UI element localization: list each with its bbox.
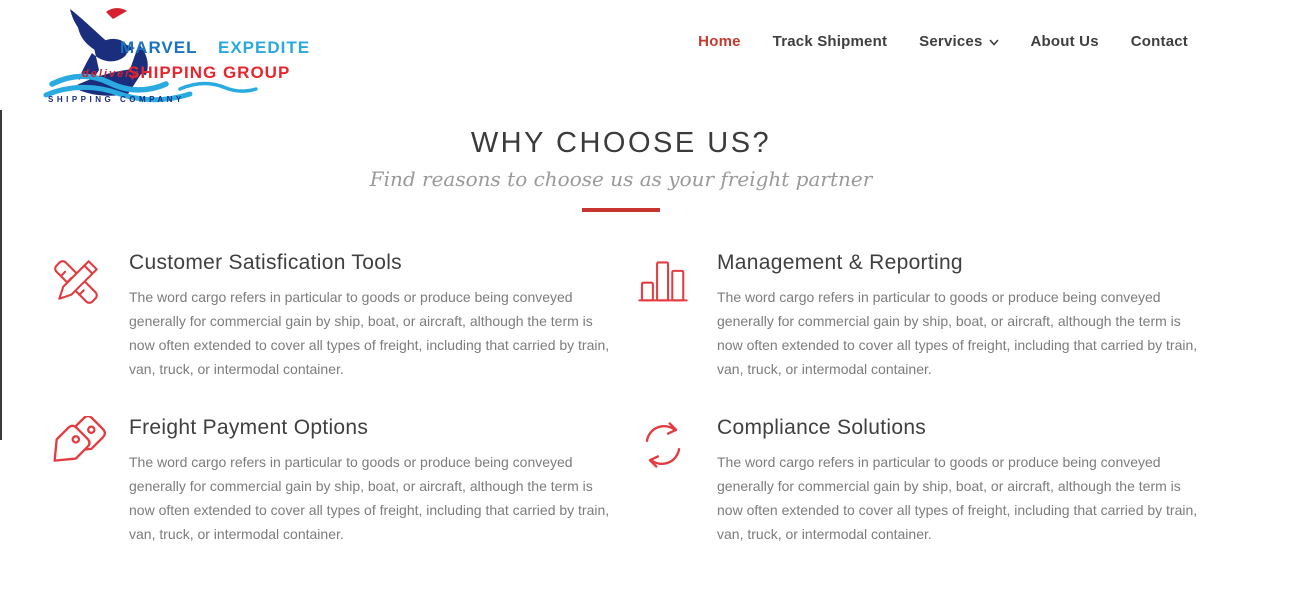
logo-text-marvel: MARVEL [120, 38, 198, 57]
feature-card-compliance: Compliance Solutions The word cargo refe… [636, 415, 1198, 546]
nav-track-shipment[interactable]: Track Shipment [772, 33, 888, 50]
feature-text: The word cargo refers in particular to g… [129, 454, 610, 542]
section-subtitle: Find reasons to choose us as your freigh… [369, 167, 873, 191]
logo-text-expedite: EXPEDITE [218, 38, 311, 57]
feature-text: The word cargo refers in particular to g… [129, 289, 610, 377]
main-nav: Home Track Shipment Services About Us Co… [698, 33, 1188, 50]
logo[interactable]: MARVEL EXPEDITE SHIPPING GROUP delivery … [40, 2, 340, 106]
section-title: WHY CHOOSE US? [470, 127, 772, 159]
logo-text-delivery: delivery [82, 68, 140, 80]
chevron-down-icon [988, 39, 999, 46]
feature-card-freight-payment: Freight Payment Options The word cargo r… [48, 415, 610, 546]
pencil-ruler-icon [48, 251, 104, 313]
logo-art-icon [43, 8, 258, 103]
logo-tagline: SHIPPING COMPANY [48, 95, 185, 104]
feature-title: Compliance Solutions [717, 416, 927, 439]
feature-title: Freight Payment Options [129, 416, 369, 439]
feature-text: The word cargo refers in particular to g… [717, 289, 1198, 377]
section-divider [582, 208, 660, 212]
price-tags-icon [48, 416, 106, 478]
feature-title: Customer Satisfication Tools [129, 251, 402, 274]
bar-chart-icon [636, 251, 692, 313]
features-grid: Customer Satisfication Tools The word ca… [48, 250, 1198, 546]
logo-text-shipping-group: SHIPPING GROUP [128, 63, 291, 82]
site-header: MARVEL EXPEDITE SHIPPING GROUP delivery … [0, 0, 1302, 110]
feature-card-management-reporting: Management & Reporting The word cargo re… [636, 250, 1198, 381]
sync-arrows-icon [636, 416, 692, 478]
nav-home[interactable]: Home [698, 33, 741, 50]
feature-text: The word cargo refers in particular to g… [717, 454, 1198, 542]
feature-title: Management & Reporting [717, 251, 963, 274]
nav-services-label: Services [919, 33, 983, 50]
why-choose-us-section: WHY CHOOSE US? Find reasons to choose us… [48, 110, 1198, 546]
nav-about-us[interactable]: About Us [1030, 33, 1099, 50]
nav-services[interactable]: Services [919, 33, 999, 50]
feature-card-customer-satisfication: Customer Satisfication Tools The word ca… [48, 250, 610, 381]
nav-contact[interactable]: Contact [1130, 33, 1188, 50]
window-left-frame [0, 0, 2, 440]
